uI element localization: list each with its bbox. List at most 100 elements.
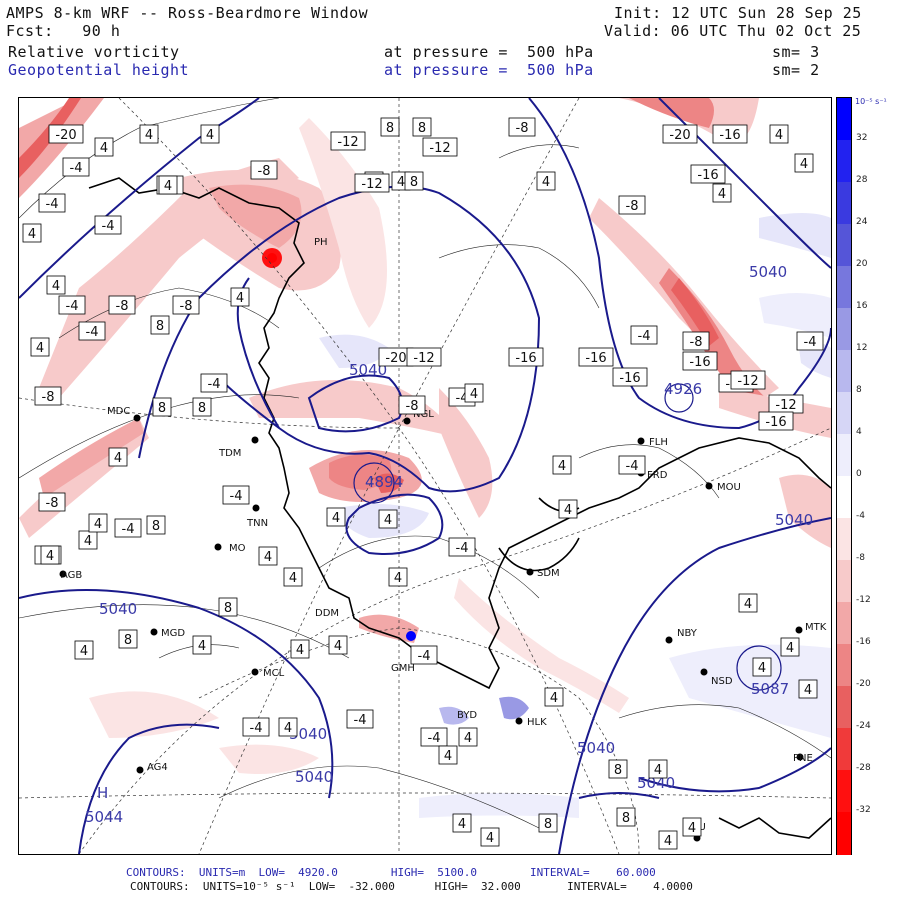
vorticity-label: 4 (326, 507, 346, 527)
svg-text:-4: -4 (70, 161, 83, 176)
vorticity-label: -12 (354, 173, 390, 193)
svg-text:-8: -8 (180, 299, 193, 314)
vorticity-label: 4 (452, 813, 472, 833)
vorticity-label: 8 (404, 171, 424, 191)
svg-text:4: 4 (786, 641, 794, 656)
station-mo: MO (229, 543, 246, 554)
map-panel: MDC TDM TNN MO MGD NGL FLH FRD MOU SDM N… (18, 97, 832, 855)
colorbar-tick-label: -28 (856, 763, 871, 773)
vorticity-label: -4 (114, 518, 142, 538)
station-ngl: NGL (413, 409, 434, 420)
svg-text:8: 8 (544, 817, 552, 832)
vorticity-label: 4 (769, 124, 789, 144)
svg-text:8: 8 (614, 763, 622, 778)
small-height-rings (353, 383, 782, 691)
vorticity-label: 8 (616, 807, 636, 827)
svg-text:-8: -8 (42, 390, 55, 405)
vorticity-label: -16 (690, 164, 726, 184)
vorticity-label: 4 (283, 567, 303, 587)
svg-text:4: 4 (334, 639, 342, 654)
svg-text:4: 4 (718, 187, 726, 202)
vorticity-label: -16 (508, 347, 544, 367)
height-label: 5040 (775, 511, 813, 529)
svg-text:-4: -4 (354, 713, 367, 728)
low-value-label: 4894 (365, 473, 403, 491)
vorticity-label: -4 (38, 193, 66, 213)
svg-text:4: 4 (394, 571, 402, 586)
svg-text:4: 4 (36, 341, 44, 356)
svg-text:4: 4 (332, 511, 340, 526)
vorticity-shading (19, 98, 831, 818)
vorticity-label: 4 (480, 827, 500, 847)
svg-text:-12: -12 (775, 398, 796, 413)
svg-text:4: 4 (744, 597, 752, 612)
vorticity-label: 8 (538, 813, 558, 833)
svg-text:4: 4 (94, 517, 102, 532)
station-flh: FLH (649, 437, 668, 448)
vorticity-label: 4 (30, 337, 50, 357)
init-time: Init: 12 UTC Sun 28 Sep 25 (614, 4, 862, 22)
svg-text:-12: -12 (429, 141, 450, 156)
vorticity-label: 4 (458, 727, 478, 747)
vorticity-label: 4 (794, 153, 814, 173)
low-value-label: 4926 (664, 380, 702, 398)
svg-text:-4: -4 (638, 329, 651, 344)
colorbar-segment (837, 518, 851, 561)
station-mdc: MDC (107, 406, 130, 417)
svg-text:-4: -4 (122, 522, 135, 537)
svg-text:-4: -4 (428, 731, 441, 746)
height-label: 5040 (749, 263, 787, 281)
svg-text:4: 4 (264, 550, 272, 565)
vorticity-label: -16 (758, 411, 794, 431)
svg-text:-8: -8 (406, 399, 419, 414)
colorbar-segment (837, 182, 851, 225)
vorticity-label: 4 (200, 124, 220, 144)
svg-text:4: 4 (289, 571, 297, 586)
svg-text:4: 4 (284, 721, 292, 736)
svg-text:4: 4 (542, 175, 550, 190)
svg-text:-8: -8 (116, 299, 129, 314)
svg-text:-4: -4 (456, 541, 469, 556)
field1-level: at pressure = 500 hPa (384, 43, 594, 61)
station-mou: MOU (717, 482, 741, 493)
vorticity-label: 8 (218, 597, 238, 617)
colorbar-tick-label: -24 (856, 721, 871, 731)
vorticity-label: 4 (752, 657, 772, 677)
svg-text:4: 4 (654, 763, 662, 778)
colorbar-segment (837, 686, 851, 729)
svg-text:-16: -16 (765, 415, 786, 430)
station-ph: PH (314, 237, 328, 248)
svg-text:-20: -20 (55, 128, 76, 143)
colorbar-tick-label: 12 (856, 343, 868, 353)
svg-text:4: 4 (164, 179, 172, 194)
svg-text:-16: -16 (585, 351, 606, 366)
station-gmh: GMH (391, 663, 415, 674)
station-mtk: MTK (805, 622, 827, 633)
vorticity-label: 4 (74, 640, 94, 660)
height-label: 5040 (577, 739, 615, 757)
colorbar-segment (837, 602, 851, 645)
vorticity-label: -4 (242, 717, 270, 737)
vorticity-label: 4 (290, 639, 310, 659)
svg-text:-4: -4 (804, 335, 817, 350)
svg-text:4: 4 (470, 387, 478, 402)
vorticity-label: 8 (608, 759, 628, 779)
svg-text:4: 4 (100, 141, 108, 156)
station-mgd: MGD (161, 628, 185, 639)
colorbar-tick-label: -16 (856, 637, 871, 647)
vorticity-label: 8 (146, 515, 166, 535)
vorticity-label: 4 (158, 175, 178, 195)
colorbar-segment (837, 728, 851, 771)
vorticity-label: -4 (346, 709, 374, 729)
colorbar-tick-label: 28 (856, 175, 868, 185)
vorticity-label: 4 (46, 275, 66, 295)
svg-text:4: 4 (664, 834, 672, 849)
svg-text:-4: -4 (66, 299, 79, 314)
vorticity-label: 4 (40, 545, 60, 565)
svg-text:4: 4 (206, 128, 214, 143)
vorticity-label: 8 (152, 397, 172, 417)
svg-text:-4: -4 (208, 377, 221, 392)
svg-text:4: 4 (46, 549, 54, 564)
colorbar (836, 97, 852, 855)
svg-text:-4: -4 (626, 459, 639, 474)
